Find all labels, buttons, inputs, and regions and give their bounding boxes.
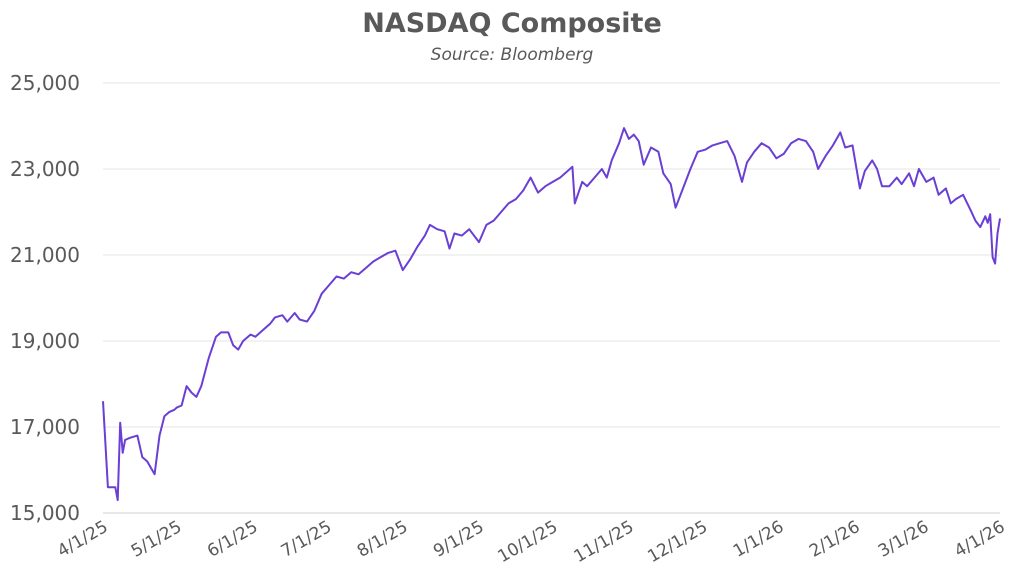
y-tick-label: 19,000 — [10, 329, 80, 353]
x-tick-label: 3/1/26 — [875, 517, 932, 562]
chart-title: NASDAQ Composite — [362, 8, 662, 39]
chart-subtitle: Source: Bloomberg — [430, 45, 594, 65]
x-tick-label: 7/1/25 — [278, 517, 335, 562]
x-tick-label: 11/1/25 — [571, 517, 638, 567]
x-tick-label: 6/1/25 — [204, 517, 261, 562]
x-tick-label: 12/1/25 — [644, 517, 711, 567]
series-line — [102, 127, 1001, 502]
x-tick-label: 1/1/26 — [730, 517, 787, 562]
y-tick-label: 25,000 — [10, 71, 80, 95]
y-tick-label: 17,000 — [10, 415, 80, 439]
y-tick-label: 15,000 — [10, 501, 80, 525]
x-tick-label: 4/1/26 — [951, 517, 1008, 562]
x-tick-label: 9/1/25 — [430, 517, 487, 562]
x-tick-label: 10/1/25 — [494, 517, 561, 567]
y-tick-label: 23,000 — [10, 157, 80, 181]
x-tick-label: 8/1/25 — [354, 517, 411, 562]
x-tick-label: 2/1/26 — [806, 517, 863, 562]
x-tick-label: 5/1/25 — [128, 517, 185, 562]
y-tick-label: 21,000 — [10, 243, 80, 267]
